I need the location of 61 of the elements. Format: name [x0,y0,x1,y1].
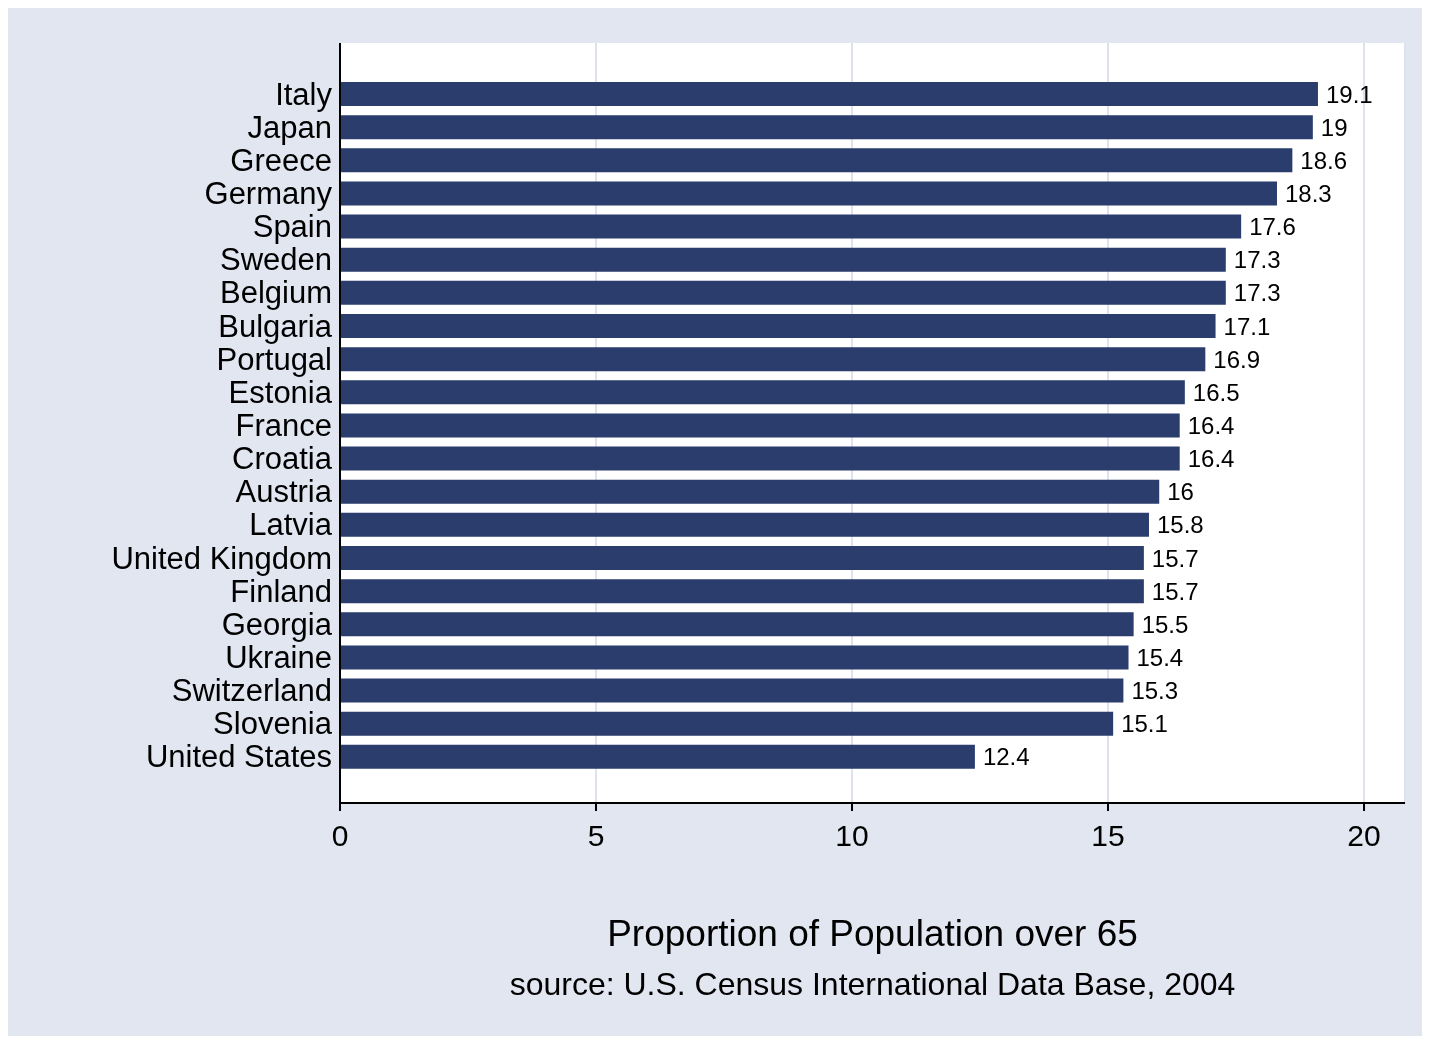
data-label: 17.1 [1223,312,1271,340]
x-axis-title: Proportion of Population over 65 [606,913,1139,955]
data-label: 19 [1320,113,1348,141]
y-tick-label: Belgium [220,275,332,311]
bar [340,678,1124,703]
y-tick-label: Italy [275,76,333,112]
source-note: source: U.S. Census International Data Base, 2004 [508,966,1237,1003]
bar [340,479,1160,504]
x-tick-label: 0 [331,819,349,853]
data-label: 12.4 [982,743,1030,771]
bar [340,744,975,769]
bar [340,280,1226,305]
bar [340,82,1318,106]
y-tick-label: Germany [204,176,333,212]
bar [340,512,1149,537]
bar [340,579,1144,604]
data-label: 17.3 [1233,279,1281,307]
bar [340,446,1180,471]
bar [340,314,1216,338]
data-label: 15.3 [1131,677,1179,705]
x-tick-label: 5 [587,819,605,853]
bar [340,711,1114,736]
data-label: 15.8 [1156,511,1204,539]
data-label: 15.7 [1151,544,1199,572]
bar [340,380,1185,405]
y-tick-label: Georgia [221,606,333,642]
data-label: 16.5 [1192,378,1240,406]
data-label: 17.6 [1249,213,1296,241]
y-tick-label: Slovenia [213,706,333,742]
x-tick-label: 20 [1347,819,1381,853]
bar [340,148,1293,173]
y-tick-label: France [235,408,332,444]
data-label: 16.4 [1187,411,1235,439]
y-tick-label: Austria [235,474,333,510]
bar [340,181,1277,206]
bar [340,247,1226,272]
data-label: 16 [1167,478,1194,506]
x-tick-label: 15 [1091,819,1125,853]
data-label: 15.1 [1121,710,1168,738]
y-tick-label: Switzerland [171,673,332,709]
data-label: 19.1 [1325,80,1373,108]
y-tick-label: Latvia [249,507,333,543]
y-tick-label: Croatia [232,441,333,477]
data-label: 16.9 [1213,345,1261,373]
data-label: 15.4 [1136,643,1184,671]
data-label: 15.7 [1151,577,1199,605]
bar [340,347,1206,372]
data-label: 18.6 [1300,146,1348,174]
bar [340,214,1242,239]
bar [340,115,1313,140]
y-tick-label: United States [145,739,332,775]
bar [340,612,1134,637]
bar [340,546,1144,570]
y-tick-label: United Kingdom [111,540,332,576]
data-label: 16.4 [1187,445,1235,473]
x-tick-label: 10 [835,819,869,853]
data-label: 15.5 [1141,610,1189,638]
data-label: 18.3 [1285,179,1332,207]
bar [340,413,1180,438]
data-label: 17.3 [1233,246,1281,274]
bar [340,645,1129,670]
